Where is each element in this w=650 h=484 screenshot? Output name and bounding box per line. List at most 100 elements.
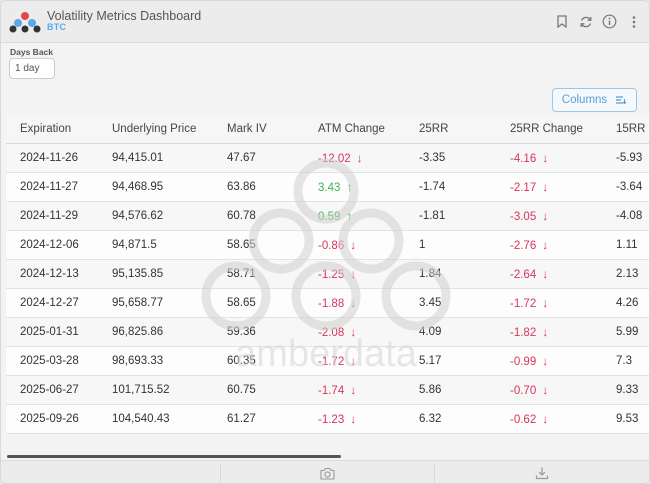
header-atm-change[interactable]: ATM Change <box>304 115 405 144</box>
camera-icon[interactable] <box>319 465 335 481</box>
table-row[interactable]: 2025-03-28 98,693.33 60.35 -1.72 ↓ 5.17 -0.99 ↓… <box>6 346 649 376</box>
arrow-down-icon: ↓ <box>542 208 549 223</box>
cell-atm-change: -1.25 ↓ <box>304 259 405 289</box>
cell-expiration: 2024-11-26 <box>6 143 98 173</box>
cell-mark-iv: 59.36 <box>213 317 304 347</box>
cell-25rr-change: -2.64 ↓ <box>496 259 602 289</box>
arrow-down-icon: ↓ <box>542 382 549 397</box>
cell-25rr-change: -1.72 ↓ <box>496 288 602 318</box>
download-icon[interactable] <box>534 465 550 481</box>
cell-15rr: 7.3 <box>602 346 649 376</box>
cell-15rr: 9.33 <box>602 375 649 405</box>
arrow-down-icon: ↓ <box>542 353 549 368</box>
cell-15rr: 4.26 <box>602 288 649 318</box>
info-icon[interactable] <box>602 14 617 29</box>
cell-25rr: 5.86 <box>405 375 496 405</box>
columns-button[interactable]: Columns <box>552 88 637 112</box>
cell-25rr-change-value: -1.72 <box>510 297 537 310</box>
cell-underlying-price: 98,693.33 <box>98 346 213 376</box>
columns-filter-icon <box>616 96 627 105</box>
cell-atm-change-value: -1.72 <box>318 355 345 368</box>
cell-underlying-price: 96,825.86 <box>98 317 213 347</box>
cell-atm-change-value: -1.74 <box>318 384 345 397</box>
table-row[interactable]: 2024-12-27 95,658.77 58.65 -1.88 ↓ 3.45 -1.72 ↓… <box>6 288 649 318</box>
arrow-down-icon: ↓ <box>350 295 357 310</box>
cell-atm-change: -1.88 ↓ <box>304 288 405 318</box>
header-expiration[interactable]: Expiration <box>6 115 98 144</box>
cell-25rr-change-value: -2.76 <box>510 239 537 252</box>
days-back-select[interactable]: 1 day <box>9 58 55 79</box>
cell-mark-iv: 60.75 <box>213 375 304 405</box>
cell-15rr: 2.13 <box>602 259 649 289</box>
cell-mark-iv: 58.71 <box>213 259 304 289</box>
cell-atm-change: 0.59 ↑ <box>304 201 405 231</box>
cell-underlying-price: 94,468.95 <box>98 172 213 202</box>
header-25rr[interactable]: 25RR <box>405 115 496 144</box>
cell-expiration: 2025-09-26 <box>6 404 98 434</box>
arrow-down-icon: ↓ <box>350 353 357 368</box>
cell-25rr: 1 <box>405 230 496 260</box>
arrow-down-icon: ↓ <box>350 411 357 426</box>
cell-mark-iv: 61.27 <box>213 404 304 434</box>
days-back-label: Days Back <box>10 47 54 57</box>
cell-mark-iv: 58.65 <box>213 288 304 318</box>
cell-atm-change: 3.43 ↑ <box>304 172 405 202</box>
cell-underlying-price: 94,415.01 <box>98 143 213 173</box>
table-row[interactable]: 2025-06-27 101,715.52 60.75 -1.74 ↓ 5.86 -0.70… <box>6 375 649 405</box>
cell-atm-change-value: -0.86 <box>318 239 345 252</box>
header-15rr[interactable]: 15RR <box>602 115 649 144</box>
refresh-icon[interactable] <box>578 14 593 29</box>
header-actions <box>554 14 641 29</box>
table-header-row: Expiration Underlying Price Mark IV ATM … <box>6 115 649 144</box>
cell-expiration: 2024-12-27 <box>6 288 98 318</box>
columns-button-label: Columns <box>561 94 608 106</box>
more-vertical-icon[interactable] <box>626 14 641 29</box>
table-row[interactable]: 2024-12-06 94,871.5 58.65 -0.86 ↓ 1 -2.76 ↓ 1.11 <box>6 230 649 260</box>
cell-25rr-change: -2.76 ↓ <box>496 230 602 260</box>
cell-expiration: 2025-01-31 <box>6 317 98 347</box>
arrow-down-icon: ↓ <box>542 411 549 426</box>
cell-25rr: -1.74 <box>405 172 496 202</box>
table-row[interactable]: 2024-11-27 94,468.95 63.86 3.43 ↑ -1.74 -2.17 ↓… <box>6 172 649 202</box>
cell-25rr: 6.32 <box>405 404 496 434</box>
table-row[interactable]: 2025-09-26 104,540.43 61.27 -1.23 ↓ 6.32 -0.62… <box>6 404 649 434</box>
header-25rr-change[interactable]: 25RR Change <box>496 115 602 144</box>
volatility-table-container[interactable]: Expiration Underlying Price Mark IV ATM … <box>6 115 649 460</box>
bookmark-icon[interactable] <box>554 14 569 29</box>
cell-atm-change-value: -1.88 <box>318 297 345 310</box>
table-row[interactable]: 2024-12-13 95,135.85 58.71 -1.25 ↓ 1.84 -2.64 ↓… <box>6 259 649 289</box>
volatility-table: Expiration Underlying Price Mark IV ATM … <box>6 115 649 434</box>
cell-15rr: -5.93 <box>602 143 649 173</box>
cell-25rr-change: -0.70 ↓ <box>496 375 602 405</box>
cell-25rr-change-value: -2.17 <box>510 181 537 194</box>
horizontal-scrollbar[interactable] <box>7 455 341 458</box>
cell-15rr: 9.53 <box>602 404 649 434</box>
cell-expiration: 2024-12-06 <box>6 230 98 260</box>
header-underlying-price[interactable]: Underlying Price <box>98 115 213 144</box>
table-body: 2024-11-26 94,415.01 47.67 -12.02 ↓ -3.35 -4.1… <box>6 143 649 434</box>
cell-25rr-change: -0.99 ↓ <box>496 346 602 376</box>
cell-25rr: 5.17 <box>405 346 496 376</box>
cell-atm-change-value: 3.43 <box>318 181 341 194</box>
cell-25rr-change-value: -2.64 <box>510 268 537 281</box>
arrow-down-icon: ↓ <box>542 295 549 310</box>
cell-atm-change: -1.23 ↓ <box>304 404 405 434</box>
widget-footer <box>1 460 649 483</box>
cell-25rr-change: -3.05 ↓ <box>496 201 602 231</box>
cell-25rr-change-value: -3.05 <box>510 210 537 223</box>
cell-atm-change-value: -2.08 <box>318 326 345 339</box>
header-mark-iv[interactable]: Mark IV <box>213 115 304 144</box>
table-row[interactable]: 2025-01-31 96,825.86 59.36 -2.08 ↓ 4.09 -1.82 ↓… <box>6 317 649 347</box>
cell-25rr: -3.35 <box>405 143 496 173</box>
table-row[interactable]: 2024-11-29 94,576.62 60.78 0.59 ↑ -1.81 -3.05 ↓… <box>6 201 649 231</box>
footer-divider <box>220 464 221 482</box>
cell-15rr: 5.99 <box>602 317 649 347</box>
table-row[interactable]: 2024-11-26 94,415.01 47.67 -12.02 ↓ -3.35 -4.1… <box>6 143 649 173</box>
cell-underlying-price: 95,658.77 <box>98 288 213 318</box>
cell-25rr: 3.45 <box>405 288 496 318</box>
cell-mark-iv: 60.35 <box>213 346 304 376</box>
cell-underlying-price: 101,715.52 <box>98 375 213 405</box>
cell-mark-iv: 60.78 <box>213 201 304 231</box>
arrow-up-icon: ↑ <box>346 179 353 194</box>
